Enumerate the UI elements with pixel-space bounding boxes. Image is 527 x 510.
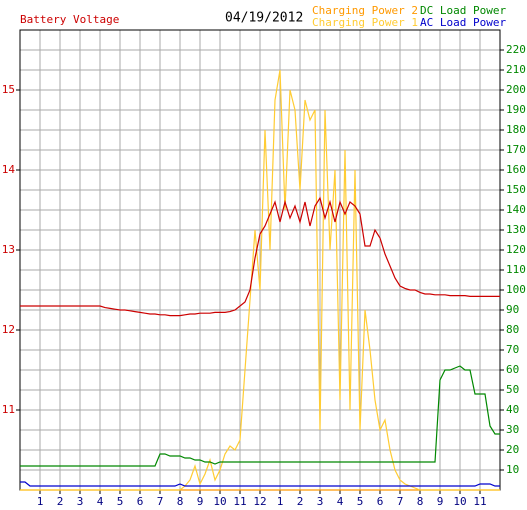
x-tick-label: 3 [317,495,324,508]
x-tick-label: 10 [453,495,466,508]
x-tick-label: 7 [397,495,404,508]
y2-tick-label: 180 [506,123,526,136]
legend-entry: Charging Power 1 [312,16,418,29]
y2-tick-label: 10 [506,463,519,476]
y-tick-label: 14 [2,163,16,176]
x-tick-label: 8 [417,495,424,508]
x-tick-label: 6 [377,495,384,508]
x-tick-label: 11 [473,495,486,508]
series-line [20,365,500,467]
chart-title: Battery Voltage [20,13,119,26]
y2-tick-label: 20 [506,443,519,456]
y2-tick-label: 50 [506,383,519,396]
series-line [20,196,500,317]
x-tick-label: 4 [97,495,104,508]
y2-tick-label: 200 [506,83,526,96]
y-tick-label: 12 [2,323,15,336]
series-line [20,69,500,491]
legend-entry: DC Load Power [420,4,506,17]
x-tick-label: 3 [77,495,84,508]
x-tick-label: 9 [437,495,444,508]
x-tick-label: 8 [177,495,184,508]
y2-tick-label: 160 [506,163,526,176]
x-tick-label: 10 [213,495,226,508]
y2-tick-label: 80 [506,323,519,336]
y2-tick-label: 130 [506,223,526,236]
date-label: 04/19/2012 [225,11,303,26]
x-tick-label: 1 [277,495,284,508]
y2-tick-label: 220 [506,43,526,56]
y2-tick-label: 100 [506,283,526,296]
y2-tick-label: 40 [506,403,519,416]
y-tick-label: 15 [2,83,15,96]
x-tick-label: 2 [57,495,64,508]
grid [20,30,500,490]
x-tick-label: 2 [297,495,304,508]
y2-tick-label: 30 [506,423,519,436]
legend-entry: AC Load Power [420,16,506,29]
y2-tick-label: 120 [506,243,526,256]
legend-entry: Charging Power 2 [312,4,418,17]
x-tick-label: 4 [337,495,344,508]
x-tick-label: 1 [37,495,44,508]
x-tick-label: 5 [117,495,124,508]
y2-tick-label: 90 [506,303,519,316]
x-tick-label: 9 [197,495,204,508]
y2-tick-label: 150 [506,183,526,196]
x-tick-label: 11 [233,495,246,508]
y2-tick-label: 210 [506,63,526,76]
x-tick-label: 6 [137,495,144,508]
y-tick-label: 11 [2,403,15,416]
series-line [20,481,500,487]
y2-tick-label: 60 [506,363,519,376]
x-tick-label: 7 [157,495,164,508]
x-tick-label: 12 [253,495,266,508]
x-tick-label: 5 [357,495,364,508]
y2-tick-label: 190 [506,103,526,116]
y2-tick-label: 70 [506,343,519,356]
y2-tick-label: 110 [506,263,526,276]
y2-tick-label: 170 [506,143,526,156]
y-tick-label: 13 [2,243,15,256]
y2-tick-label: 140 [506,203,526,216]
